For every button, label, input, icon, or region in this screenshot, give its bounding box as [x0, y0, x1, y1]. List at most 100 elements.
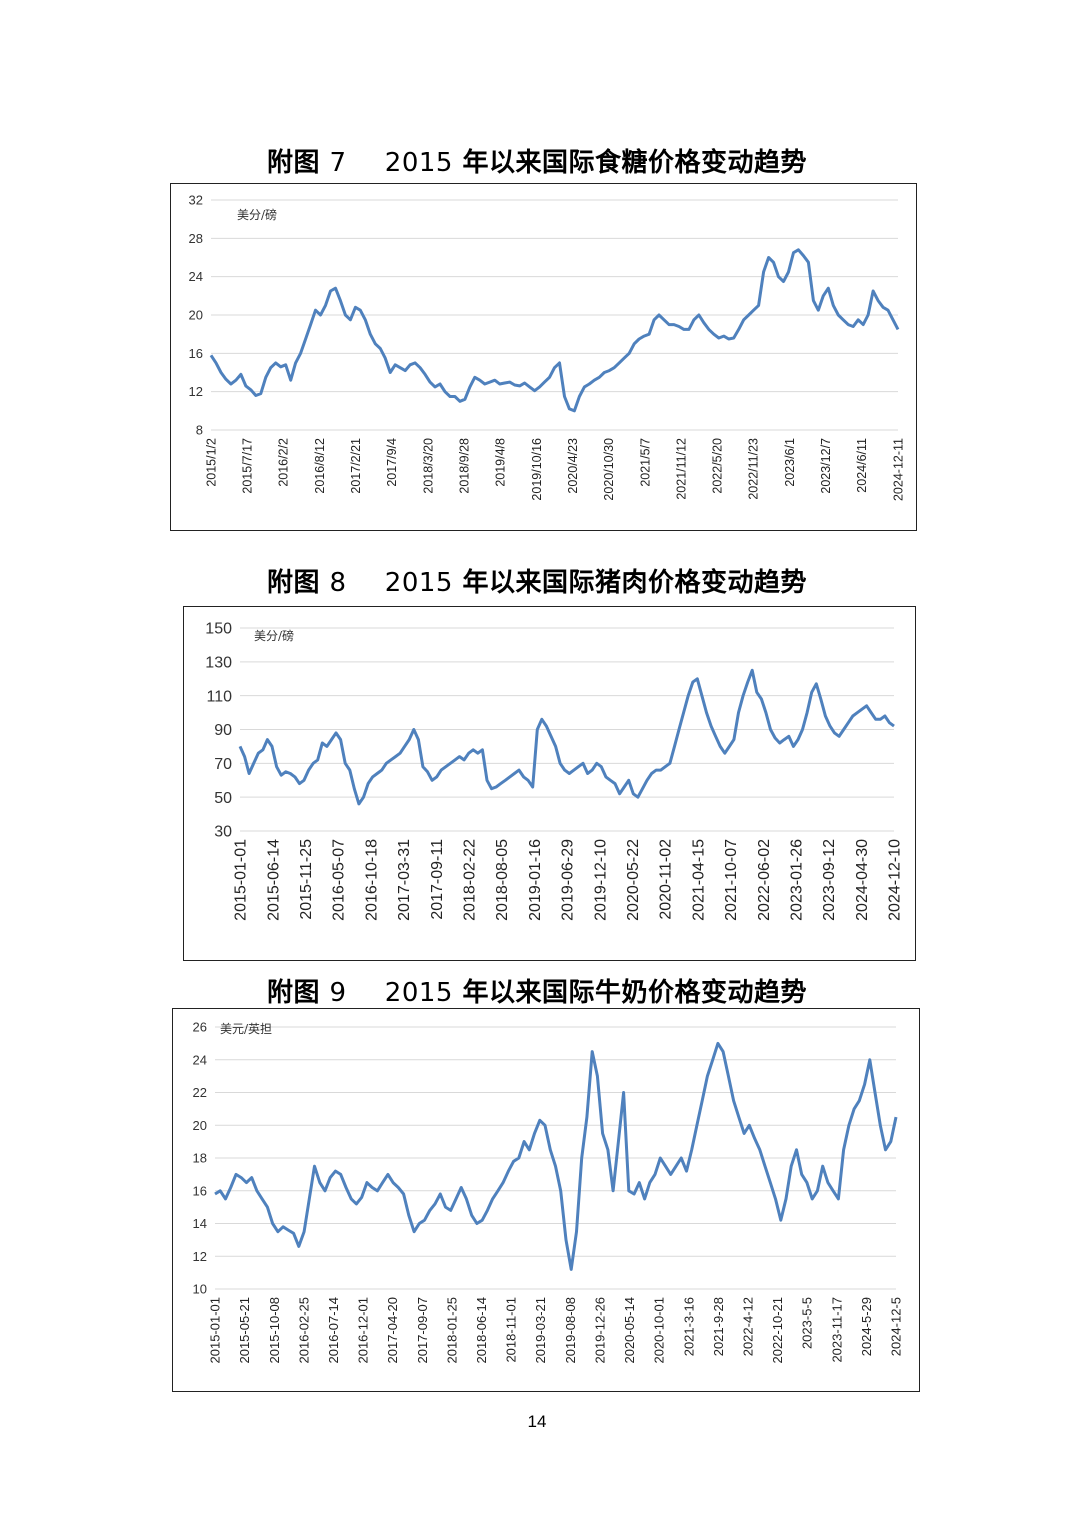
x-tick-label: 2019-12-10 — [592, 839, 609, 921]
x-tick-label: 2018-02-22 — [462, 839, 479, 921]
y-tick-label: 18 — [193, 1151, 207, 1166]
x-tick-label: 2018/9/28 — [457, 438, 471, 494]
x-tick-label: 2020/10/30 — [602, 438, 616, 501]
x-tick-label: 2021-10-07 — [723, 839, 740, 921]
x-tick-label: 2015-05-21 — [237, 1297, 252, 1364]
y-tick-label: 10 — [193, 1282, 207, 1297]
x-tick-label: 2017/9/4 — [385, 438, 399, 487]
x-tick-label: 2023-01-26 — [789, 839, 806, 921]
figure-title-milk: 附图 9 2015 年以来国际牛奶价格变动趋势 — [0, 972, 1074, 1009]
x-tick-label: 2022-10-21 — [770, 1297, 785, 1364]
y-tick-label: 32 — [189, 193, 203, 208]
title-text: 年以来国际猪肉价格变动趋势 — [452, 568, 808, 598]
x-tick-label: 2016-07-14 — [326, 1297, 341, 1364]
title-text: 年以来国际食糖价格变动趋势 — [452, 148, 808, 178]
x-tick-label: 2018-01-25 — [444, 1297, 459, 1364]
series-line — [214, 1041, 898, 1271]
figure-title-prefix: 附图 — [266, 148, 330, 178]
x-tick-label: 2024-12-11 — [891, 438, 905, 501]
x-tick-label: 2021/5/7 — [638, 438, 652, 487]
x-tick-label: 2023-11-17 — [829, 1297, 844, 1363]
y-tick-label: 26 — [193, 1020, 207, 1035]
x-tick-label: 2023/12/7 — [819, 438, 833, 494]
x-tick-label: 2023-09-12 — [821, 839, 838, 921]
x-tick-label: 2017/2/21 — [349, 438, 363, 494]
x-tick-label: 2015-10-08 — [267, 1297, 282, 1364]
y-tick-label: 50 — [214, 790, 232, 807]
x-tick-label: 2016/2/2 — [277, 438, 291, 487]
series-line — [209, 248, 900, 413]
x-tick-label: 2022-06-02 — [756, 839, 773, 921]
x-tick-label: 2024-12-5 — [889, 1297, 904, 1356]
x-tick-label: 2024-12-10 — [887, 839, 904, 921]
x-tick-label: 2022/11/23 — [747, 438, 761, 500]
title-text: 年以来国际牛奶价格变动趋势 — [452, 978, 808, 1008]
figure-number: 7 — [329, 148, 347, 178]
pork-chart-svg: 30 50 70 90 110 130 150 2015-01-01 2015-06-14 201… — [205, 621, 904, 921]
x-tick-label: 2021-9-28 — [711, 1297, 726, 1356]
y-tick-label: 24 — [193, 1052, 207, 1067]
y-tick-label: 12 — [189, 384, 203, 399]
x-tick-label: 2016-12-01 — [356, 1297, 371, 1364]
y-tick-label: 22 — [193, 1085, 207, 1100]
x-tick-label: 2020-05-14 — [622, 1297, 637, 1364]
title-spacer — [347, 568, 385, 598]
y-tick-label: 70 — [214, 756, 232, 773]
x-tick-label: 2017-03-31 — [396, 839, 413, 921]
milk-price-chart: 10 12 14 16 18 20 22 24 26 2015-01-01 2015-05-21 20… — [172, 1008, 920, 1392]
x-tick-label: 2015-01-01 — [208, 1297, 223, 1364]
figure-title-pork: 附图 8 2015 年以来国际猪肉价格变动趋势 — [0, 562, 1074, 599]
y-tick-label: 28 — [189, 231, 203, 246]
unit-label: 美分/磅 — [237, 207, 277, 222]
x-tick-label: 2018-06-14 — [474, 1297, 489, 1364]
x-tick-label: 2015/7/17 — [241, 438, 255, 494]
x-tick-label: 2019-03-21 — [533, 1297, 548, 1364]
y-tick-label: 30 — [214, 824, 232, 841]
x-tick-label: 2018-08-05 — [494, 839, 511, 921]
x-tick-label: 2019-01-16 — [527, 839, 544, 921]
title-spacer — [347, 978, 385, 1008]
x-tick-label: 2017-09-11 — [429, 839, 446, 920]
y-tick-label: 12 — [193, 1249, 207, 1264]
x-tick-label: 2023/6/1 — [783, 438, 797, 487]
figure-title-prefix: 附图 — [266, 978, 330, 1008]
x-tick-label: 2024-04-30 — [854, 839, 871, 921]
x-tick-label: 2017-04-20 — [385, 1297, 400, 1364]
unit-label: 美分/磅 — [254, 628, 294, 643]
x-tick-label: 2019-06-29 — [560, 839, 577, 921]
x-tick-label: 2015/1/2 — [204, 438, 218, 487]
y-tick-label: 20 — [193, 1118, 207, 1133]
sugar-price-chart: 8 12 16 20 24 28 32 2015/1/2 2015/7/17 2016/2/2 20… — [170, 183, 917, 531]
x-tick-label: 2021-3-16 — [681, 1297, 696, 1356]
x-tick-label: 2016-05-07 — [331, 839, 348, 921]
x-tick-label: 2020/4/23 — [566, 438, 580, 494]
x-tick-label: 2020-10-01 — [652, 1297, 667, 1364]
y-tick-label: 24 — [189, 269, 203, 284]
x-tick-label: 2016-10-18 — [363, 839, 380, 921]
y-tick-label: 150 — [205, 621, 232, 638]
x-tick-label: 2019/10/16 — [530, 438, 544, 501]
x-tick-label: 2019-08-08 — [563, 1297, 578, 1364]
unit-label: 美元/英担 — [220, 1022, 272, 1036]
figure-title-sugar: 附图 7 2015 年以来国际食糖价格变动趋势 — [0, 142, 1074, 179]
title-year: 2015 — [384, 568, 453, 598]
x-tick-label: 2022/5/20 — [711, 438, 725, 494]
y-tick-label: 20 — [189, 308, 203, 323]
x-tick-label: 2016/8/12 — [313, 438, 327, 494]
figure-title-prefix: 附图 — [266, 568, 330, 598]
y-tick-label: 16 — [193, 1183, 207, 1198]
y-tick-label: 8 — [196, 423, 203, 438]
title-spacer — [347, 148, 385, 178]
figure-number: 8 — [329, 568, 347, 598]
x-tick-label: 2019/4/8 — [494, 438, 508, 487]
y-tick-label: 16 — [189, 346, 203, 361]
x-tick-label: 2024-5-29 — [859, 1297, 874, 1356]
milk-chart-svg: 10 12 14 16 18 20 22 24 26 2015-01-01 2015-05-21 20… — [193, 1020, 904, 1364]
title-year: 2015 — [384, 978, 453, 1008]
x-tick-label: 2018/3/20 — [421, 438, 435, 494]
x-tick-label: 2022-4-12 — [741, 1297, 756, 1356]
x-tick-label: 2023-5-5 — [800, 1297, 815, 1349]
x-tick-label: 2018-11-01 — [504, 1297, 519, 1363]
x-tick-label: 2020-11-02 — [658, 839, 675, 920]
x-tick-label: 2020-05-22 — [625, 839, 642, 921]
